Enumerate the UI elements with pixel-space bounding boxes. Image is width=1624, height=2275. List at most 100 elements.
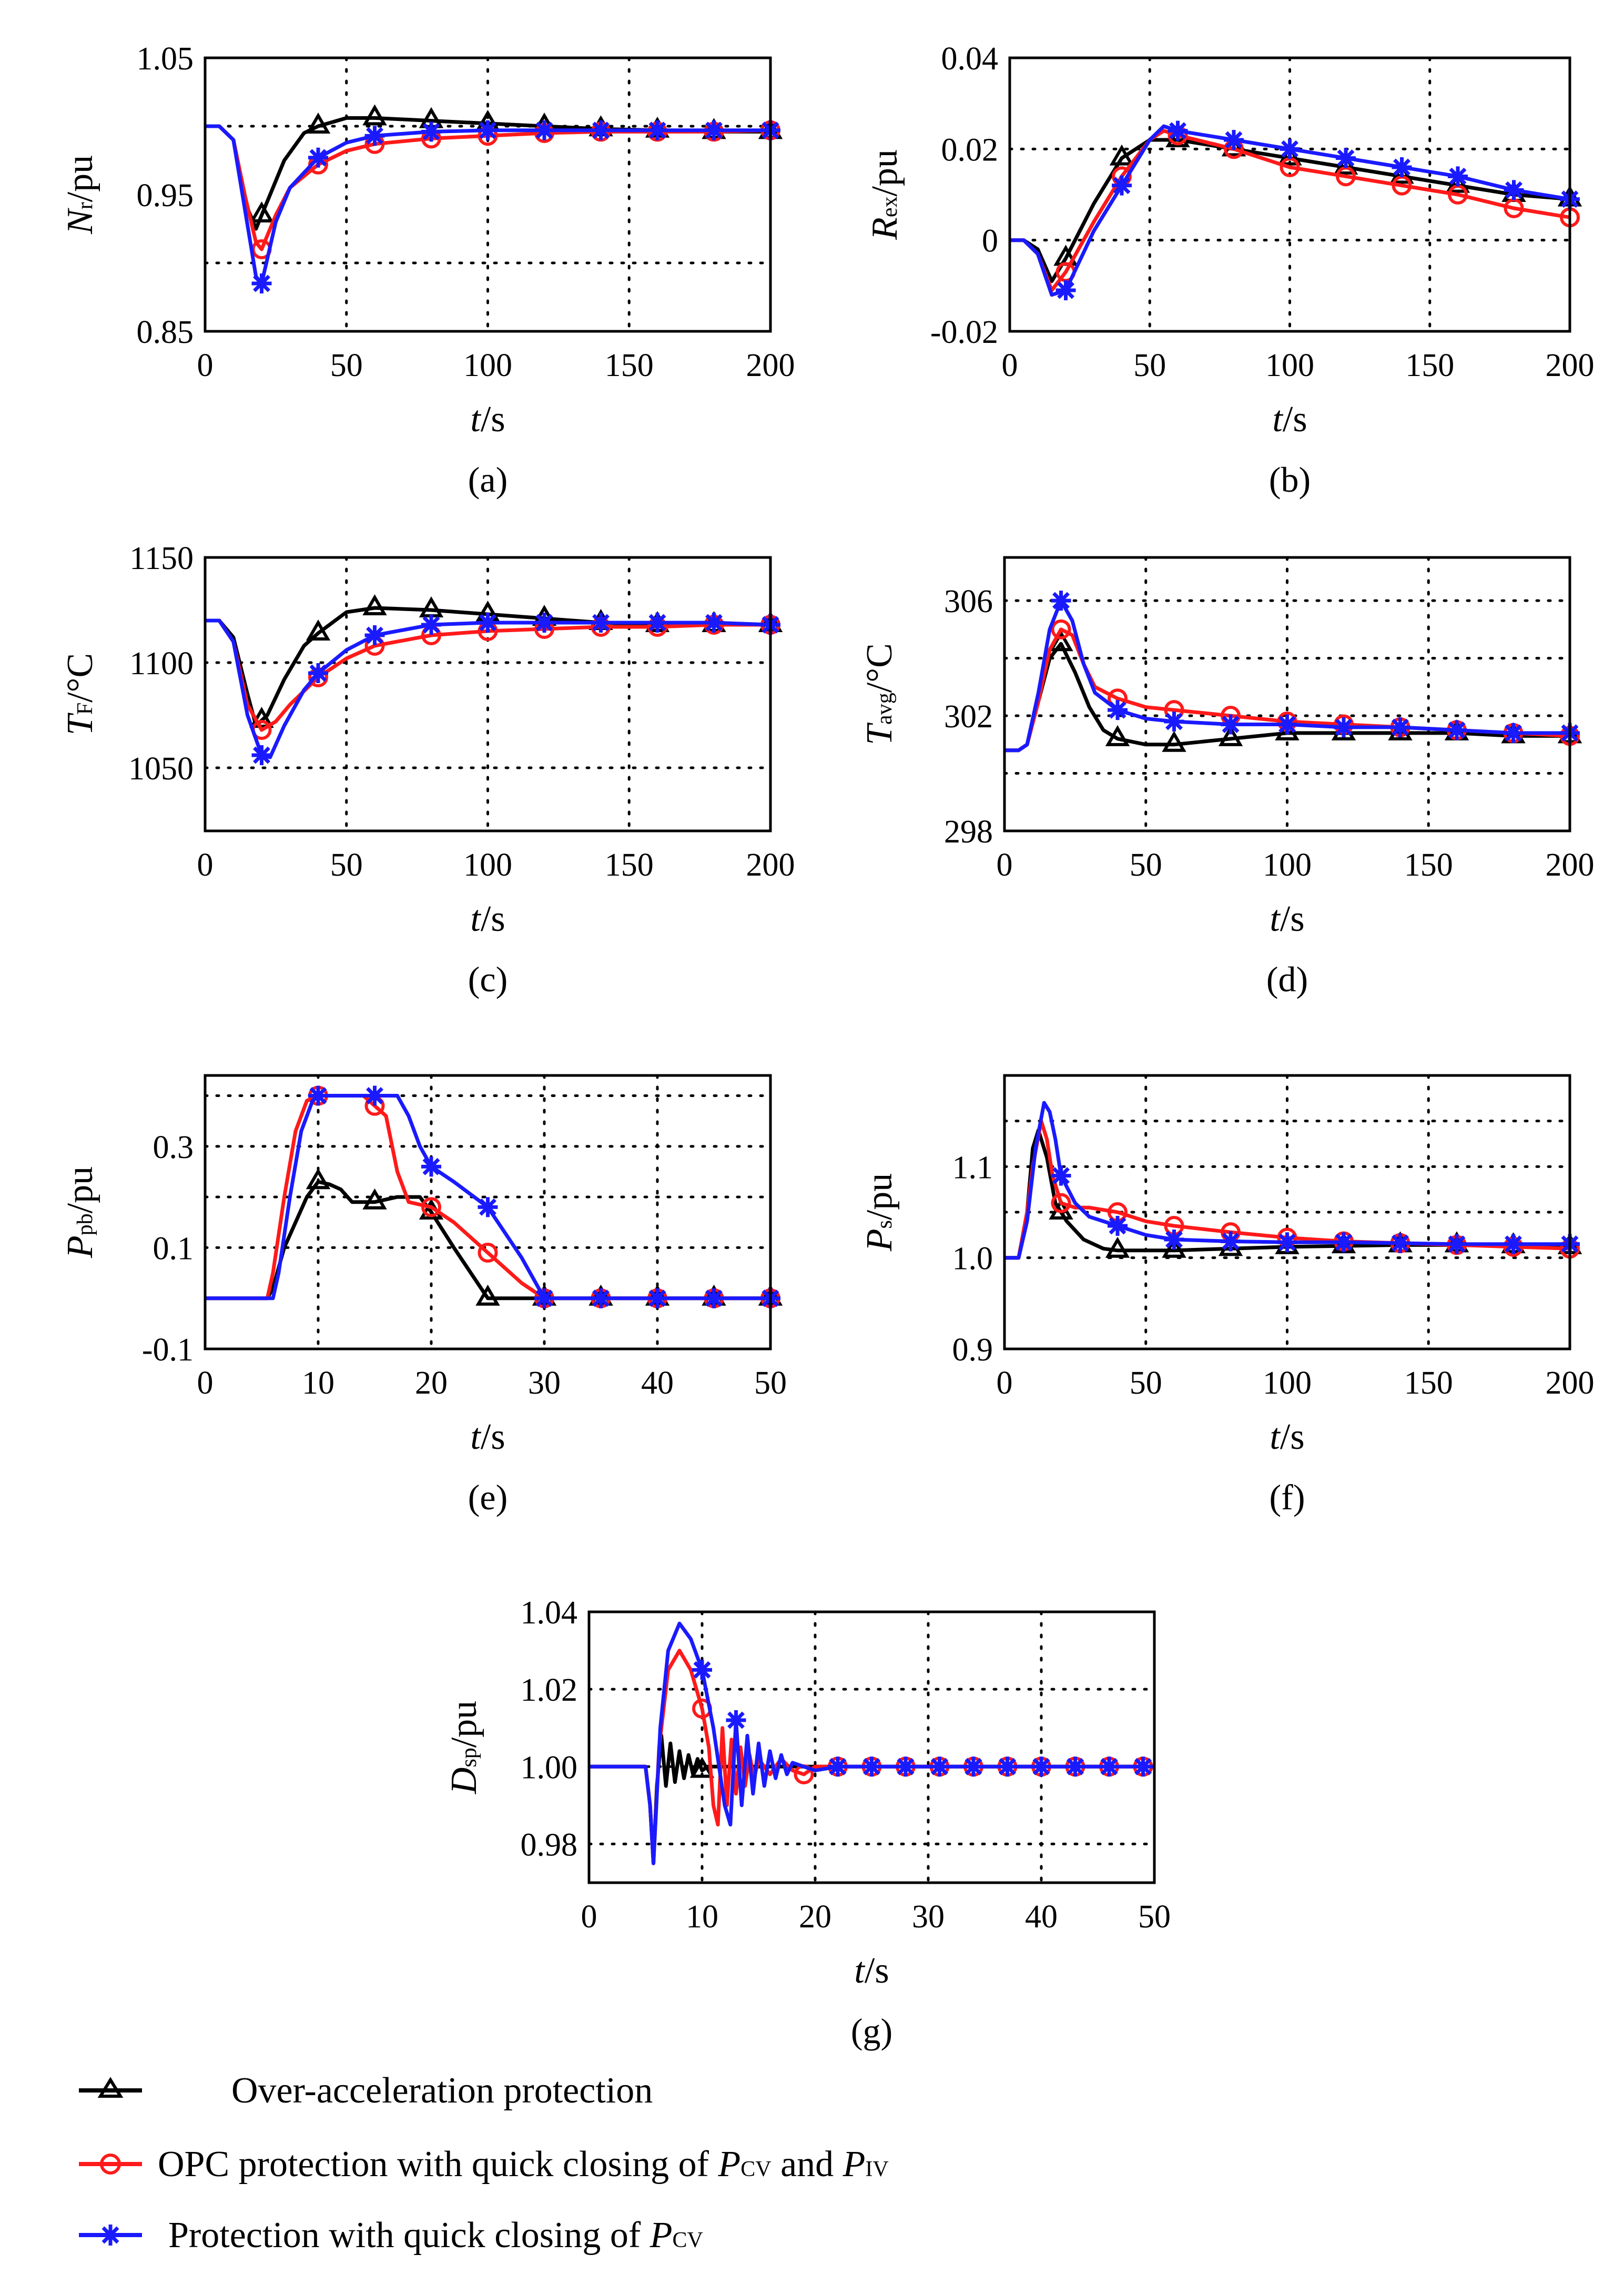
y-axis-label: Rex/pu bbox=[865, 149, 905, 240]
x-tick-label: 150 bbox=[605, 847, 654, 883]
data-point-marker bbox=[306, 619, 331, 641]
x-tick-label: 150 bbox=[1404, 847, 1453, 883]
data-point-marker bbox=[704, 1288, 724, 1308]
data-point-marker bbox=[1162, 1236, 1186, 1258]
data-point-marker bbox=[1105, 1236, 1130, 1258]
legend: Over-acceleration protection OPC protect… bbox=[79, 2070, 889, 2256]
x-tick-label: 100 bbox=[463, 847, 512, 883]
data-point-marker bbox=[1164, 712, 1184, 732]
data-point-marker bbox=[419, 596, 444, 617]
x-tick-label: 150 bbox=[1404, 1365, 1453, 1401]
x-tick-label: 0 bbox=[997, 1365, 1013, 1401]
x-axis-var: t bbox=[854, 1951, 865, 1991]
chart-panel-c: 0 50 100 150 200 1050 1100 1150 t/s TF/°C (c) bbox=[60, 541, 795, 999]
data-point-marker bbox=[1055, 280, 1076, 300]
y-axis-label: Tavg/°C bbox=[859, 643, 900, 745]
legend-opc-iv: IV bbox=[865, 2157, 888, 2181]
plot-frame bbox=[1003, 556, 1571, 832]
legend-item-opc: OPC protection with quick closing of PCV… bbox=[79, 2144, 889, 2185]
legend-opc-and: and bbox=[772, 2144, 843, 2185]
data-point-marker bbox=[1051, 1165, 1071, 1186]
data-point-marker bbox=[1112, 175, 1132, 196]
x-tick-label: 0 bbox=[197, 847, 214, 883]
x-axis-label: t/s bbox=[1272, 399, 1307, 440]
y-axis-subscript: F bbox=[73, 703, 97, 715]
data-point-marker bbox=[1051, 619, 1071, 639]
data-point-marker bbox=[1447, 1234, 1467, 1254]
data-point-marker bbox=[692, 1660, 712, 1680]
y-axis-unit: /pu bbox=[60, 1166, 100, 1213]
data-point-marker bbox=[1503, 723, 1524, 743]
x-axis-var: t bbox=[470, 1417, 481, 1457]
x-axis-unit: /s bbox=[865, 1951, 889, 1991]
data-point-marker bbox=[421, 1156, 441, 1177]
x-axis-unit: /s bbox=[481, 1417, 505, 1457]
y-tick-label: 1050 bbox=[128, 751, 194, 787]
x-axis-var: t bbox=[1270, 1417, 1281, 1457]
chart-panel-a: 0 50 100 150 200 0.85 0.95 1.05 t/s Nr/pu (a) bbox=[60, 41, 795, 500]
y-axis-unit: /pu bbox=[859, 1173, 900, 1220]
x-tick-label: 100 bbox=[1265, 348, 1314, 383]
y-axis-unit: /°C bbox=[859, 643, 900, 693]
plot-frame bbox=[204, 56, 772, 333]
legend-pcv-p: P bbox=[649, 2215, 673, 2256]
data-point-marker bbox=[1280, 139, 1300, 159]
y-axis-var: N bbox=[60, 208, 100, 235]
panel-caption: (a) bbox=[468, 460, 508, 500]
legend-opc-cv: CV bbox=[740, 2157, 771, 2181]
data-point-marker bbox=[534, 120, 554, 140]
data-point-marker bbox=[1504, 180, 1524, 200]
data-point-marker bbox=[362, 594, 387, 615]
y-tick-label: 0 bbox=[982, 224, 998, 259]
y-axis-subscript: avg bbox=[872, 693, 897, 725]
data-point-marker bbox=[1503, 1234, 1524, 1254]
chart-panel-f: 0 50 100 150 200 0.9 1.0 1.1 t/s Ps/pu (f) bbox=[859, 1074, 1595, 1517]
x-tick-label: 0 bbox=[197, 1365, 214, 1401]
data-point-marker bbox=[647, 613, 667, 633]
x-tick-label: 20 bbox=[415, 1365, 448, 1401]
plot-frame bbox=[587, 1610, 1156, 1884]
x-tick-label: 50 bbox=[754, 1365, 787, 1401]
data-point-marker bbox=[929, 1756, 950, 1777]
panel-caption: (c) bbox=[468, 959, 508, 999]
legend-opc-p2: P bbox=[843, 2144, 866, 2185]
data-point-marker bbox=[1065, 1756, 1085, 1777]
x-tick-label: 40 bbox=[1025, 1899, 1058, 1935]
chart-panel-g: 0 10 20 30 40 50 0.98 1.00 1.02 1.04 t/s Dsp/pu (g) bbox=[444, 1595, 1171, 2051]
y-axis-subscript: sp bbox=[457, 1748, 481, 1767]
y-axis-label: TF/°C bbox=[60, 653, 100, 735]
data-point-marker bbox=[689, 1756, 715, 1778]
x-tick-label: 150 bbox=[1405, 348, 1454, 383]
y-axis-subscript: r bbox=[73, 202, 97, 209]
data-point-marker bbox=[1221, 714, 1241, 735]
x-tick-label: 0 bbox=[581, 1899, 597, 1935]
x-tick-label: 50 bbox=[1133, 348, 1166, 383]
y-tick-label: 0.3 bbox=[153, 1130, 194, 1165]
x-tick-label: 200 bbox=[1546, 1365, 1595, 1401]
y-tick-label: -0.02 bbox=[930, 314, 998, 350]
data-point-marker bbox=[1224, 130, 1244, 150]
legend-pcv-cv: CV bbox=[672, 2228, 703, 2252]
x-axis-label: t/s bbox=[854, 1951, 889, 1991]
panel-caption: (g) bbox=[851, 2011, 892, 2051]
y-axis-var: P bbox=[859, 1229, 900, 1252]
data-point-marker bbox=[478, 120, 498, 140]
data-point-marker bbox=[251, 273, 272, 293]
data-point-marker bbox=[249, 201, 274, 222]
plot-frame bbox=[1003, 1074, 1571, 1350]
data-point-marker bbox=[364, 126, 385, 146]
y-axis-subscript: pb bbox=[73, 1213, 97, 1235]
plot-frame bbox=[204, 556, 772, 832]
x-tick-label: 30 bbox=[528, 1365, 561, 1401]
legend-item-pcv: Protection with quick closing of PCV bbox=[79, 2215, 703, 2256]
data-point-marker bbox=[1108, 700, 1128, 720]
data-point-marker bbox=[726, 1710, 746, 1730]
panel-caption: (e) bbox=[468, 1477, 508, 1517]
data-point-marker bbox=[1390, 1233, 1410, 1253]
data-point-marker bbox=[362, 104, 387, 126]
data-point-marker bbox=[1334, 717, 1354, 737]
x-axis-label: t/s bbox=[470, 899, 505, 939]
data-point-marker bbox=[1108, 1216, 1128, 1236]
data-point-marker bbox=[478, 1243, 498, 1263]
y-tick-label: 0.1 bbox=[153, 1231, 194, 1266]
